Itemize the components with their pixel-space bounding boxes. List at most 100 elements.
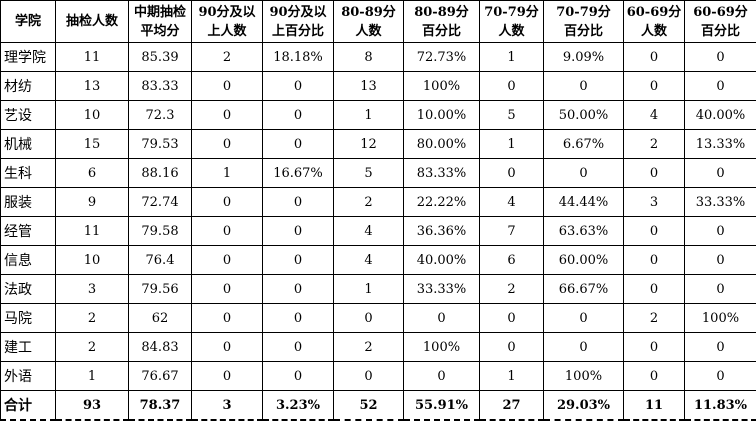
table-cell: 6.67% (544, 130, 624, 159)
table-cell: 0 (192, 333, 263, 362)
table-cell: 0 (544, 72, 624, 101)
table-cell: 0 (624, 333, 685, 362)
table-cell: 0 (624, 362, 685, 391)
table-cell: 88.16 (129, 159, 192, 188)
table-cell: 2 (192, 43, 263, 72)
table-cell: 0 (192, 275, 263, 304)
table-cell: 0 (624, 43, 685, 72)
table-cell: 2 (480, 275, 544, 304)
college-name-cell: 合计 (1, 391, 56, 421)
college-name-cell: 服装 (1, 188, 56, 217)
college-name-cell: 马院 (1, 304, 56, 333)
table-cell: 0 (192, 188, 263, 217)
table-cell: 40.00% (685, 101, 756, 130)
table-cell: 29.03% (544, 391, 624, 421)
table-cell: 3 (624, 188, 685, 217)
table-cell: 0 (192, 101, 263, 130)
table-cell: 1 (334, 101, 404, 130)
table-cell: 10.00% (404, 101, 480, 130)
table-cell: 0 (334, 304, 404, 333)
table-cell: 0 (404, 304, 480, 333)
table-cell: 0 (624, 217, 685, 246)
column-header: 90分及以上人数 (192, 1, 263, 43)
table-cell: 72.3 (129, 101, 192, 130)
table-cell: 0 (404, 362, 480, 391)
table-cell: 93 (56, 391, 129, 421)
table-cell: 4 (624, 101, 685, 130)
table-cell: 9.09% (544, 43, 624, 72)
table-cell: 0 (192, 246, 263, 275)
column-header-line: 百分比 (685, 22, 756, 41)
table-cell: 7 (480, 217, 544, 246)
table-cell: 6 (480, 246, 544, 275)
column-header-line: 70-79分 (480, 3, 543, 22)
table-cell: 72.73% (404, 43, 480, 72)
table-cell: 80.00% (404, 130, 480, 159)
table-cell: 16.67% (263, 159, 334, 188)
table-cell: 2 (56, 333, 129, 362)
table-cell: 0 (263, 217, 334, 246)
table-cell: 0 (544, 333, 624, 362)
table-cell: 11 (624, 391, 685, 421)
table-cell: 4 (334, 246, 404, 275)
table-cell: 2 (624, 130, 685, 159)
column-header-line: 平均分 (129, 22, 191, 41)
column-header-line: 百分比 (404, 22, 479, 41)
table-cell: 10 (56, 101, 129, 130)
table-cell: 1 (56, 362, 129, 391)
college-name-cell: 艺设 (1, 101, 56, 130)
table-cell: 0 (685, 72, 756, 101)
column-header-line: 人数 (624, 22, 684, 41)
column-header: 中期抽检平均分 (129, 1, 192, 43)
table-cell: 0 (263, 246, 334, 275)
column-header-line: 60-69分 (685, 3, 756, 22)
table-cell: 0 (480, 159, 544, 188)
table-cell: 0 (263, 188, 334, 217)
table-cell: 0 (685, 275, 756, 304)
table-cell: 2 (624, 304, 685, 333)
table-cell: 0 (685, 246, 756, 275)
table-cell: 76.67 (129, 362, 192, 391)
table-cell: 11 (56, 217, 129, 246)
table-cell: 79.56 (129, 275, 192, 304)
table-cell: 13 (334, 72, 404, 101)
table-cell: 5 (334, 159, 404, 188)
table-cell: 76.4 (129, 246, 192, 275)
table-cell: 27 (480, 391, 544, 421)
college-name-cell: 建工 (1, 333, 56, 362)
table-cell: 0 (480, 72, 544, 101)
table-cell: 84.83 (129, 333, 192, 362)
table-cell: 0 (263, 333, 334, 362)
table-cell: 0 (480, 333, 544, 362)
table-cell: 9 (56, 188, 129, 217)
table-cell: 100% (685, 304, 756, 333)
table-cell: 3 (192, 391, 263, 421)
column-header-line: 人数 (480, 22, 543, 41)
column-header-line: 抽检人数 (56, 12, 128, 31)
column-header-line: 70-79分 (544, 3, 623, 22)
table-cell: 1 (192, 159, 263, 188)
table-cell: 11.83% (685, 391, 756, 421)
college-name-cell: 理学院 (1, 43, 56, 72)
table-cell: 4 (480, 188, 544, 217)
column-header: 70-79分百分比 (544, 1, 624, 43)
table-cell: 0 (685, 159, 756, 188)
table-cell: 0 (263, 72, 334, 101)
table-cell: 0 (192, 362, 263, 391)
column-header: 80-89分人数 (334, 1, 404, 43)
table-cell: 12 (334, 130, 404, 159)
table-cell: 13.33% (685, 130, 756, 159)
table-cell: 33.33% (404, 275, 480, 304)
column-header: 80-89分百分比 (404, 1, 480, 43)
table-cell: 0 (685, 333, 756, 362)
table-cell: 0 (192, 304, 263, 333)
table-cell: 1 (334, 275, 404, 304)
table-cell: 18.18% (263, 43, 334, 72)
